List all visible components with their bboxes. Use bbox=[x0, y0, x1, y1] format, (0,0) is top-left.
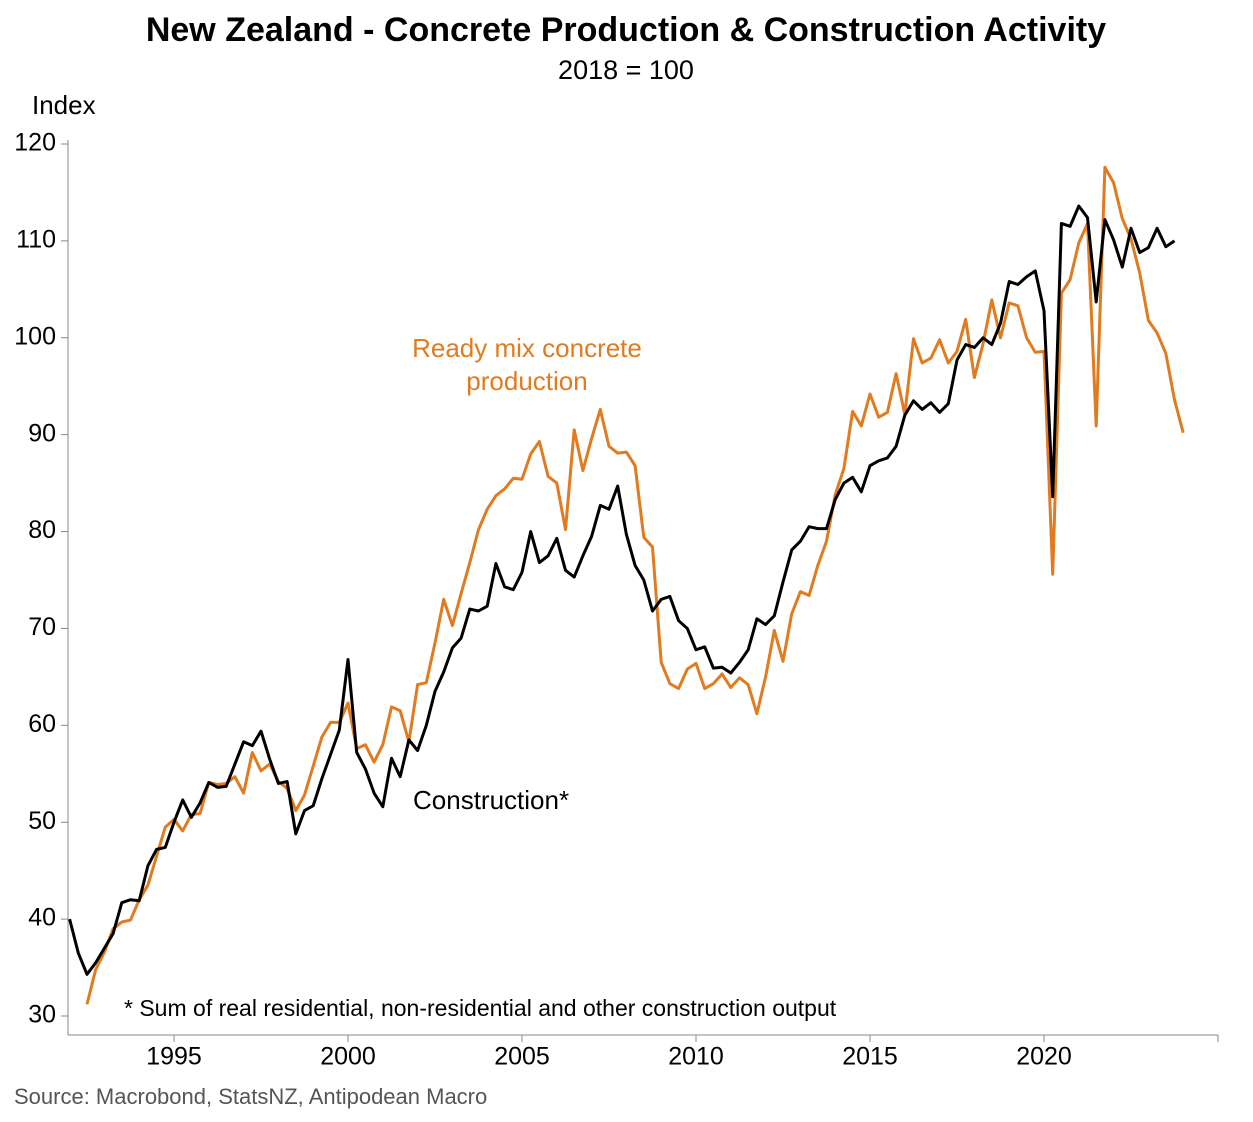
footnote: * Sum of real residential, non-residenti… bbox=[124, 995, 837, 1021]
y-tick-label: 30 bbox=[28, 1001, 56, 1029]
chart-subtitle: 2018 = 100 bbox=[558, 55, 694, 85]
series-line bbox=[68, 204, 1176, 976]
x-tick-label: 2005 bbox=[494, 1043, 550, 1071]
x-tick-label: 2020 bbox=[1016, 1043, 1072, 1071]
y-tick-label: 100 bbox=[14, 322, 56, 350]
y-tick-label: 110 bbox=[16, 225, 56, 253]
series-line bbox=[85, 165, 1185, 1005]
y-tick-label: 120 bbox=[14, 129, 56, 157]
y-tick-label: 50 bbox=[28, 807, 56, 835]
x-tick-label: 2015 bbox=[842, 1043, 898, 1071]
y-tick-label: 40 bbox=[28, 904, 56, 932]
series-label: Construction* bbox=[413, 785, 569, 815]
y-tick-label: 90 bbox=[28, 419, 56, 447]
y-axis-label: Index bbox=[32, 90, 96, 120]
x-tick-label: 1995 bbox=[146, 1043, 202, 1071]
series-label-line: Ready mix concrete bbox=[412, 333, 642, 363]
x-tick-label: 2010 bbox=[668, 1043, 724, 1071]
series-label-line: production bbox=[466, 366, 587, 396]
chart-title: New Zealand - Concrete Production & Cons… bbox=[146, 11, 1106, 49]
y-tick-label: 80 bbox=[28, 516, 56, 544]
y-tick-label: 60 bbox=[28, 710, 56, 738]
series-label: Ready mix concrete production bbox=[412, 333, 642, 396]
y-tick-label: 70 bbox=[28, 613, 56, 641]
x-tick-label: 2000 bbox=[320, 1043, 376, 1071]
source: Source: Macrobond, StatsNZ, Antipodean M… bbox=[14, 1084, 487, 1109]
